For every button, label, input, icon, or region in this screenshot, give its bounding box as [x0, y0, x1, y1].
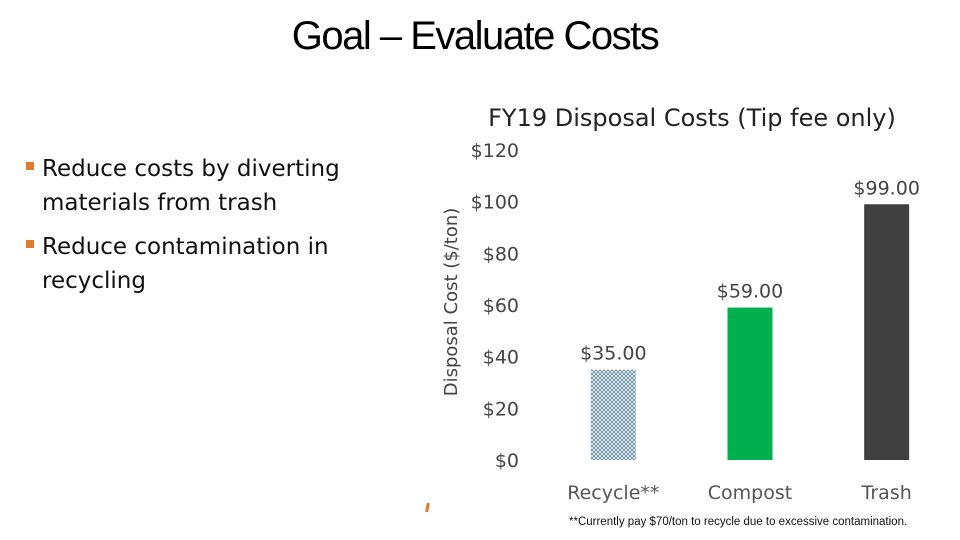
y-tick-label: $0 — [495, 450, 519, 472]
bar-compost — [727, 307, 773, 460]
y-tick-label: $40 — [483, 347, 519, 369]
data-label: $99.00 — [853, 177, 919, 199]
footnote: **Currently pay $70/ton to recycle due t… — [569, 516, 908, 528]
slide-title: Goal – Evaluate Costs — [291, 14, 660, 58]
y-tick-label: $20 — [483, 398, 519, 420]
y-tick-label: $120 — [471, 140, 519, 162]
bullet-item: Reduce contamination in recycling — [26, 230, 356, 298]
bullet-item: Reduce costs by diverting materials from… — [26, 152, 356, 220]
y-tick-label: $80 — [483, 243, 519, 265]
chart-title: FY19 Disposal Costs (Tip fee only) — [488, 104, 896, 132]
x-tick-label: Recycle** — [567, 482, 659, 504]
x-tick-label: Compost — [708, 482, 792, 504]
bullet-text: Reduce costs by diverting materials from… — [42, 156, 340, 216]
y-tick-label: $100 — [471, 192, 519, 214]
bullet-list: Reduce costs by diverting materials from… — [26, 152, 356, 308]
chart-container: FY19 Disposal Costs (Tip fee only) Dispo… — [420, 90, 960, 520]
bar-recycle — [590, 369, 636, 460]
bar-trash — [864, 204, 910, 460]
y-axis-label: Disposal Cost ($/ton) — [441, 208, 462, 397]
square-bullet-icon — [26, 162, 34, 170]
bullet-text: Reduce contamination in recycling — [42, 234, 329, 294]
data-label: $35.00 — [580, 343, 646, 365]
data-label: $59.00 — [717, 281, 783, 303]
square-bullet-icon — [26, 240, 34, 248]
x-tick-label: Trash — [861, 482, 912, 504]
bar-chart: FY19 Disposal Costs (Tip fee only) Dispo… — [441, 104, 920, 504]
y-tick-label: $60 — [483, 295, 519, 317]
